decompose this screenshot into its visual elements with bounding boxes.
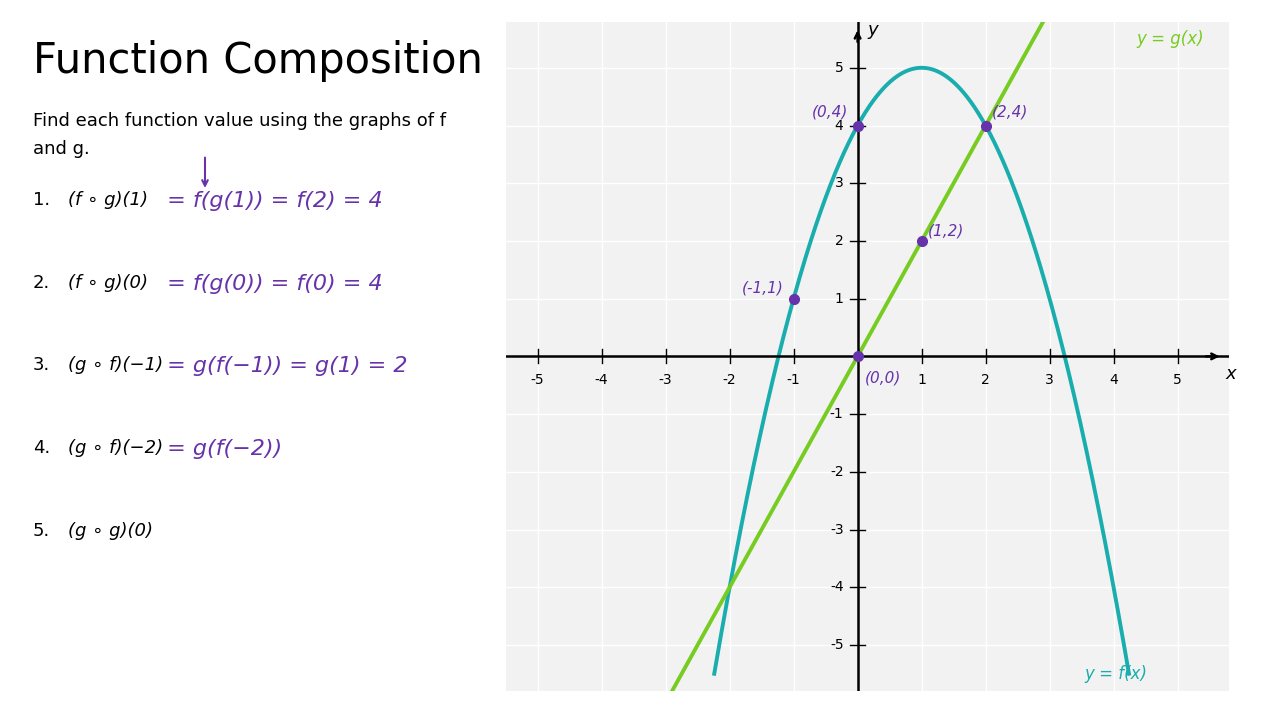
Text: 1: 1: [918, 372, 925, 387]
Text: 1: 1: [835, 292, 844, 306]
Text: 4: 4: [835, 119, 844, 132]
Text: (1,2): (1,2): [928, 223, 964, 238]
Text: (2,4): (2,4): [992, 104, 1028, 120]
Text: (0,0): (0,0): [865, 371, 901, 386]
Text: 1.: 1.: [33, 191, 50, 209]
Text: 3.: 3.: [33, 356, 50, 374]
Text: 4: 4: [1110, 372, 1117, 387]
Text: Find each function value using the graphs of f: Find each function value using the graph…: [33, 112, 445, 130]
Text: -5: -5: [531, 372, 544, 387]
Text: 5.: 5.: [33, 522, 50, 540]
Text: 2: 2: [982, 372, 989, 387]
Text: 2.: 2.: [33, 274, 50, 292]
Text: = g(f(−1)) = g(1) = 2: = g(f(−1)) = g(1) = 2: [160, 356, 407, 377]
Text: -5: -5: [829, 638, 844, 652]
Text: (g ∘ g)(0): (g ∘ g)(0): [68, 522, 152, 540]
Text: -3: -3: [829, 523, 844, 536]
Text: and g.: and g.: [33, 140, 90, 158]
Text: (-1,1): (-1,1): [742, 281, 783, 296]
Text: 3: 3: [1046, 372, 1053, 387]
Text: (f ∘ g)(0): (f ∘ g)(0): [68, 274, 147, 292]
Text: -3: -3: [659, 372, 672, 387]
Text: -4: -4: [595, 372, 608, 387]
Text: y: y: [868, 22, 878, 40]
Text: -2: -2: [723, 372, 736, 387]
Text: -2: -2: [829, 465, 844, 479]
Text: (f ∘ g)(1): (f ∘ g)(1): [68, 191, 147, 209]
Text: -1: -1: [829, 407, 844, 421]
Text: -1: -1: [787, 372, 800, 387]
Text: 5: 5: [835, 60, 844, 75]
Text: = f(g(0)) = f(0) = 4: = f(g(0)) = f(0) = 4: [160, 274, 383, 294]
Text: (g ∘ f)(−2): (g ∘ f)(−2): [68, 439, 163, 457]
Text: (0,4): (0,4): [812, 104, 847, 120]
Text: 2: 2: [835, 234, 844, 248]
Text: 3: 3: [835, 176, 844, 190]
Text: = g(f(−2)): = g(f(−2)): [160, 439, 282, 459]
Text: -4: -4: [829, 580, 844, 594]
Text: x: x: [1226, 365, 1236, 383]
Text: (g ∘ f)(−1): (g ∘ f)(−1): [68, 356, 163, 374]
Text: 4.: 4.: [33, 439, 50, 457]
Text: y = f(x): y = f(x): [1085, 665, 1148, 683]
Text: Function Composition: Function Composition: [33, 40, 483, 81]
Text: y = g(x): y = g(x): [1135, 30, 1203, 48]
Text: 5: 5: [1174, 372, 1181, 387]
Text: = f(g(1)) = f(2) = 4: = f(g(1)) = f(2) = 4: [160, 191, 383, 211]
